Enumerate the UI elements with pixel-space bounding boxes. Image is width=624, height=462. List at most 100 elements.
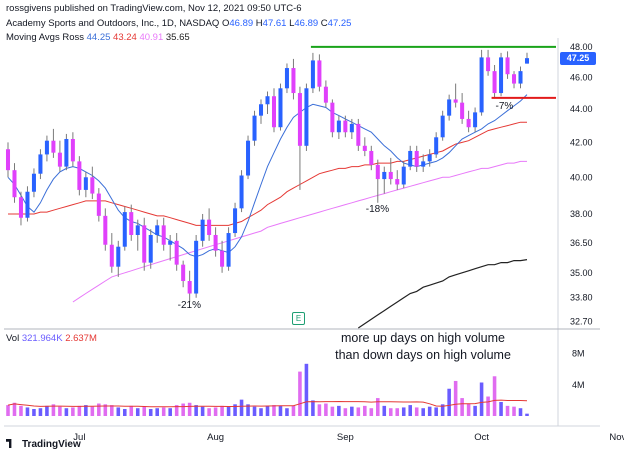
y-tick-label-3: 42.00	[570, 137, 593, 147]
candle-body	[161, 225, 166, 245]
volume-bar	[499, 401, 503, 416]
volume-bar	[161, 407, 166, 416]
y-tick-label-4: 40.00	[570, 172, 593, 182]
volume-bar	[356, 407, 361, 416]
volume-bar	[350, 406, 354, 416]
volume-bar	[265, 405, 270, 416]
candle-body	[90, 177, 95, 194]
candle-body	[213, 234, 218, 251]
volume-bar	[505, 405, 510, 416]
volume-bar	[414, 407, 419, 416]
candle-body	[388, 171, 393, 180]
volume-bar	[486, 396, 490, 416]
volume-bar	[512, 406, 516, 416]
candle-body	[148, 234, 153, 263]
candle-body	[505, 57, 510, 75]
candle-body	[460, 102, 465, 119]
volume-bar	[401, 407, 406, 416]
volume-bar	[135, 408, 140, 416]
volume-tick-label-0: 8M	[572, 349, 585, 359]
volume-bar	[369, 408, 374, 416]
candle-body	[246, 140, 251, 176]
ma2-value: 43.24	[113, 32, 137, 43]
candle-body	[220, 250, 225, 267]
candle-body	[96, 193, 101, 216]
volume-bar	[376, 398, 380, 416]
volume-bar	[103, 404, 108, 416]
candle-body	[401, 166, 406, 185]
volume-bar	[71, 407, 75, 416]
volume-bar	[19, 405, 23, 416]
volume-bar	[298, 371, 302, 416]
candle-body	[447, 99, 452, 116]
annotation-minus-7: -7%	[495, 100, 514, 112]
candle-body	[518, 71, 523, 84]
volume-bar	[421, 408, 425, 416]
volume-bar	[330, 406, 335, 416]
candle-body	[18, 197, 23, 218]
candle-body	[278, 88, 283, 128]
tradingview-logo-text: TradingView	[22, 439, 81, 450]
candle-body	[233, 208, 238, 234]
candle-body	[70, 138, 75, 162]
candle-body	[83, 177, 88, 190]
volume-bar	[311, 400, 315, 416]
last-price-badge: 47.25	[560, 52, 596, 65]
volume-bar	[324, 403, 328, 416]
x-tick-label-3: Oct	[474, 432, 489, 443]
candle-body	[265, 96, 270, 105]
y-tick-label-6: 36.50	[570, 238, 593, 248]
volume-bar	[155, 408, 159, 416]
candle-body	[349, 123, 354, 133]
ma3-value: 40.91	[139, 32, 164, 43]
candle-body	[57, 152, 62, 167]
ma4-value: 35.65	[165, 32, 190, 43]
volume-bar	[473, 405, 477, 416]
candle-body	[25, 191, 30, 218]
candle-body	[44, 140, 49, 155]
candle-body	[486, 57, 491, 72]
volume-bar	[252, 406, 257, 416]
volume-bar	[447, 388, 451, 416]
volume-bar	[32, 408, 36, 416]
candle-body	[259, 104, 264, 116]
candle-body	[408, 150, 413, 167]
volume-bar	[213, 407, 218, 416]
candle-body	[479, 57, 484, 113]
candle-body	[271, 96, 276, 128]
candle-body	[226, 233, 231, 267]
candle-body	[109, 244, 114, 267]
candle-body	[194, 240, 199, 294]
volume-bar	[6, 405, 10, 416]
volume-bar	[317, 404, 322, 416]
candle-body	[434, 137, 439, 155]
published-line: rossgivens published on TradingView.com,…	[6, 3, 302, 14]
candle-body	[427, 154, 432, 162]
volume-note-line-2: than down days on high volume	[335, 348, 511, 362]
volume-note-line-1: more up days on high volume	[341, 331, 505, 345]
volume-bar	[363, 405, 367, 416]
volume-bar	[408, 405, 413, 416]
candle-body	[5, 149, 11, 171]
candle-body	[38, 154, 43, 174]
candle-body	[129, 212, 134, 235]
candle-body	[116, 246, 121, 267]
volume-bar	[304, 363, 309, 416]
candle-body	[362, 145, 367, 151]
candle-body	[122, 212, 127, 247]
candle-body	[103, 215, 108, 245]
tradingview-logo[interactable]: TradingView	[6, 439, 81, 450]
candle-body	[284, 68, 289, 89]
earnings-marker[interactable]: E	[292, 312, 305, 325]
candle-body	[356, 123, 361, 146]
tradingview-logo-icon	[6, 439, 12, 448]
candle-body	[207, 219, 212, 235]
volume-bar	[388, 408, 393, 416]
h-label: H	[255, 18, 263, 29]
c-label: C	[320, 18, 328, 29]
volume-bar	[142, 406, 147, 416]
ma1-value: 44.25	[86, 32, 111, 43]
volume-bar	[525, 413, 529, 416]
volume-bar	[233, 404, 237, 416]
